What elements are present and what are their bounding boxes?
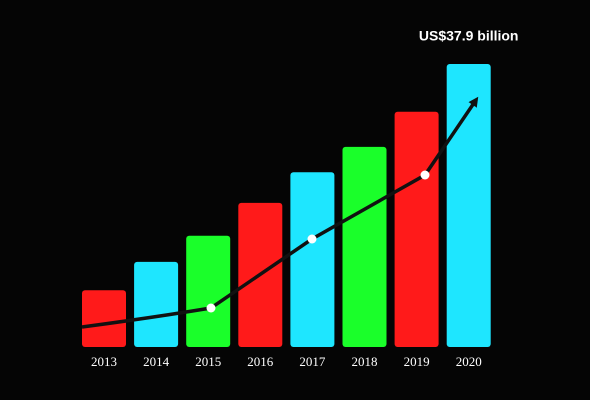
trend-arrow [81,96,479,329]
x-tick-label: 2013 [91,354,117,369]
x-tick-label: 2019 [404,354,430,369]
trend-dot [307,234,317,244]
x-tick-label: 2016 [247,354,274,369]
x-tick-label: 2014 [143,354,170,369]
trend-dot [206,303,216,313]
value-label: US$37.9 billion [419,28,519,44]
x-tick-label: 2020 [456,354,482,369]
x-tick-label: 2015 [195,354,221,369]
bar [186,235,231,347]
x-tick-label: 2018 [352,354,378,369]
bar [82,290,126,347]
x-tick-label: 2017 [299,354,326,369]
bar [134,261,179,347]
bar [446,64,491,347]
bar [290,172,335,347]
bar [342,146,387,347]
trend-dot [420,170,430,180]
bar [394,111,439,348]
